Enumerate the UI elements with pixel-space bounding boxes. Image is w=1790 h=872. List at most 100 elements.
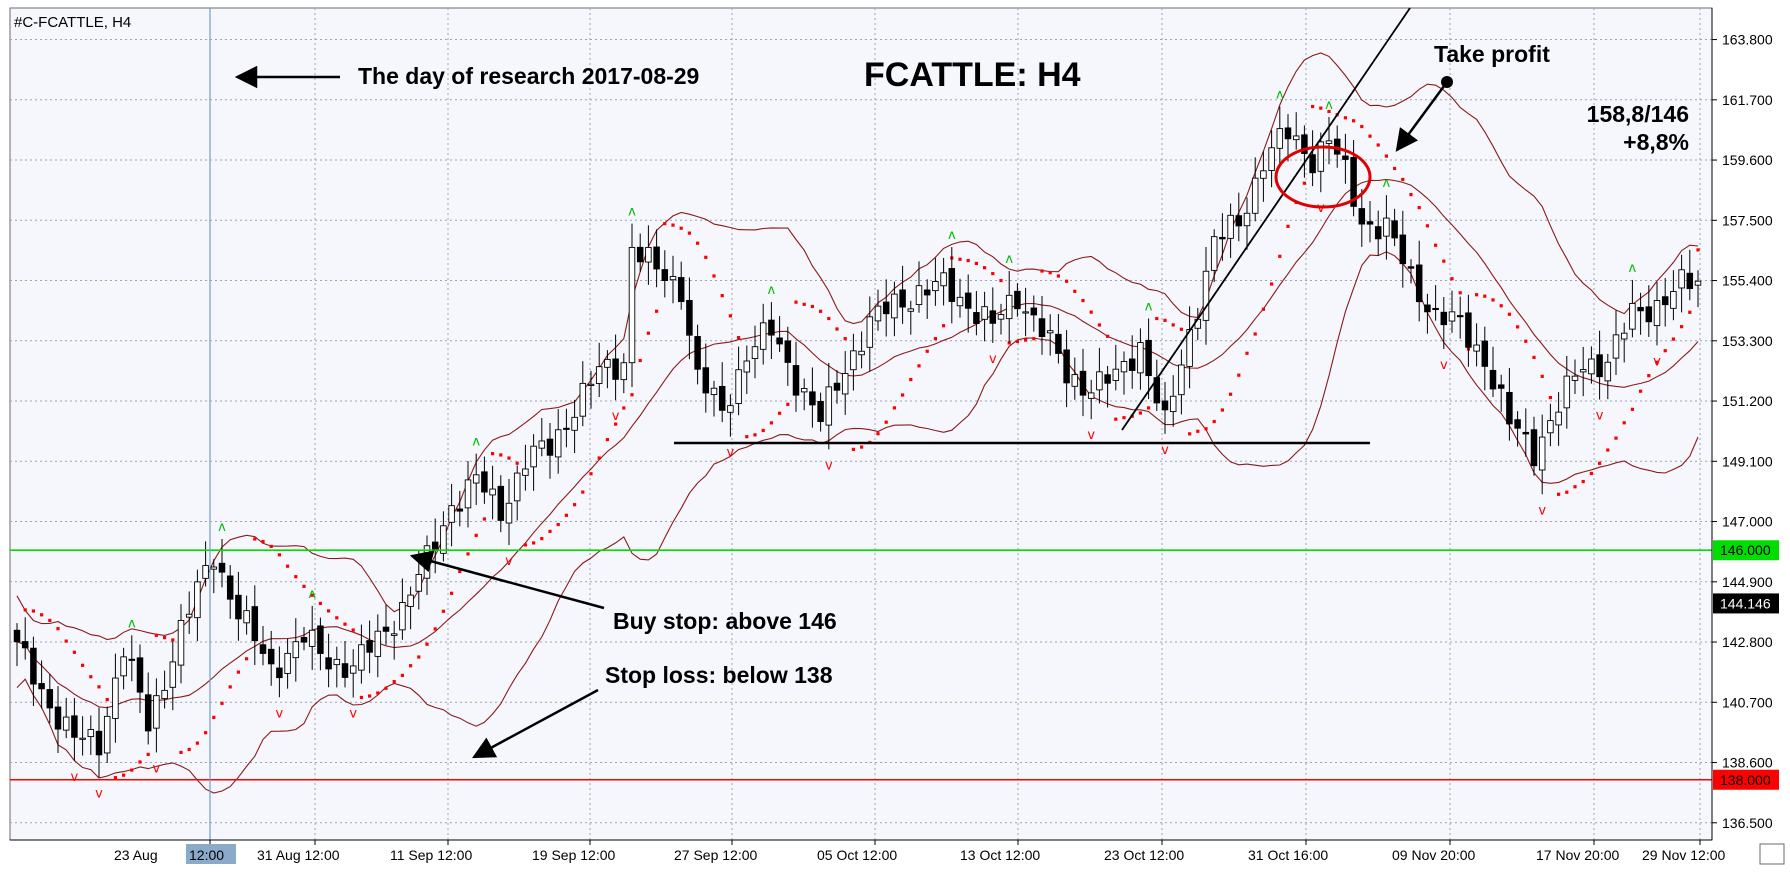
- sar-dot: [1073, 289, 1077, 293]
- candle-body: [1489, 369, 1497, 390]
- candle-body: [604, 358, 611, 368]
- candle: [1030, 295, 1038, 332]
- candle: [210, 559, 218, 594]
- candle-body: [546, 438, 554, 456]
- sar-dot: [1589, 471, 1593, 476]
- sar-dot: [630, 393, 634, 397]
- take-profit-dot: [1441, 76, 1453, 88]
- sar-dot: [1434, 243, 1438, 247]
- price-axis[interactable]: 163.800 161.700 159.600 157.500 155.400 153.3…: [1711, 8, 1779, 840]
- candle-body: [702, 367, 710, 394]
- sar-dot: [1040, 269, 1044, 273]
- sar-dot: [113, 776, 117, 780]
- sar-dot: [261, 539, 265, 544]
- sar-dot: [548, 529, 552, 533]
- candle-body: [718, 385, 726, 411]
- candle-body: [1547, 420, 1554, 434]
- candle: [308, 605, 316, 670]
- candle-body: [1391, 220, 1398, 239]
- fractal-up: ʌ: [1325, 98, 1333, 113]
- candle: [1022, 287, 1029, 337]
- candle-body: [1555, 411, 1562, 426]
- sar-dot: [204, 731, 208, 735]
- sar-dot: [1450, 277, 1454, 281]
- candle: [604, 350, 611, 389]
- sar-dot: [564, 513, 568, 517]
- sar-dot: [343, 622, 347, 626]
- trend-line[interactable]: [1121, 7, 1411, 431]
- candle: [727, 394, 734, 437]
- sar-dot: [1147, 406, 1151, 410]
- candle-body: [1317, 141, 1325, 172]
- candle: [87, 715, 95, 755]
- candle: [1014, 283, 1021, 317]
- time-axis[interactable]: 23 Aug 12:00 31 Aug 12:00 11 Sep 12:00 19 Se…: [10, 839, 1785, 865]
- sar-dot: [1302, 181, 1306, 185]
- price-tick-label: 151.200: [1722, 393, 1773, 409]
- sar-dot: [884, 420, 888, 424]
- candle: [1547, 403, 1554, 447]
- price-tick-label: 159.600: [1722, 152, 1773, 168]
- candle-body: [472, 474, 480, 484]
- candle-body: [243, 610, 250, 624]
- candle: [669, 255, 677, 304]
- sar-dot: [1253, 332, 1257, 336]
- sar-dot: [318, 601, 322, 605]
- candle-body: [1596, 354, 1603, 378]
- candle-body: [636, 246, 644, 263]
- candle-body: [882, 301, 890, 315]
- sar-dot: [310, 593, 314, 597]
- sar-dot: [384, 686, 388, 690]
- candle: [620, 353, 628, 394]
- sar-dot: [1155, 316, 1159, 321]
- candle-body: [620, 362, 628, 381]
- sar-dot: [745, 435, 749, 439]
- candle-body: [251, 606, 259, 642]
- candle-body: [1686, 272, 1694, 290]
- candle-body: [481, 471, 488, 493]
- fractal-down: v: [1440, 358, 1448, 373]
- candle-body: [964, 292, 972, 309]
- candle-body: [144, 694, 152, 732]
- candle: [1342, 133, 1349, 184]
- candle-body: [185, 613, 193, 618]
- axis-scroll-box: [1759, 843, 1785, 865]
- candle-body: [653, 246, 660, 270]
- candle-body: [169, 661, 177, 688]
- candle-body: [1014, 290, 1021, 310]
- candle: [1251, 157, 1259, 222]
- candle: [235, 571, 242, 641]
- candle: [407, 586, 414, 630]
- candle-body: [1161, 400, 1169, 411]
- time-tick-label: 12:00: [189, 847, 224, 863]
- candle: [1694, 270, 1702, 308]
- sar-dot: [1483, 294, 1487, 298]
- candle-body: [497, 485, 505, 521]
- plot-area[interactable]: [9, 7, 1713, 841]
- candle: [1325, 116, 1333, 165]
- candle-body: [727, 405, 734, 413]
- candle-body: [1604, 361, 1612, 382]
- candle: [899, 265, 906, 324]
- candle: [161, 670, 168, 709]
- candle-body: [513, 472, 521, 502]
- candle-body: [1612, 334, 1620, 359]
- sar-dot: [253, 537, 257, 541]
- candle: [456, 490, 464, 527]
- candle-body: [1506, 391, 1513, 425]
- candle-body: [522, 468, 529, 476]
- take-profit-ellipse[interactable]: [1274, 145, 1372, 209]
- candle: [1046, 314, 1054, 356]
- candle: [112, 653, 119, 743]
- candle: [513, 465, 521, 521]
- candle: [989, 287, 997, 343]
- sar-dot: [277, 553, 281, 557]
- sar-dot: [212, 715, 216, 720]
- sar-dot: [89, 675, 93, 679]
- candle-body: [891, 293, 898, 319]
- candle-body: [554, 429, 562, 458]
- candle-body: [1309, 154, 1316, 174]
- candle-body: [1481, 340, 1489, 367]
- fractal-up: ʌ: [472, 435, 480, 450]
